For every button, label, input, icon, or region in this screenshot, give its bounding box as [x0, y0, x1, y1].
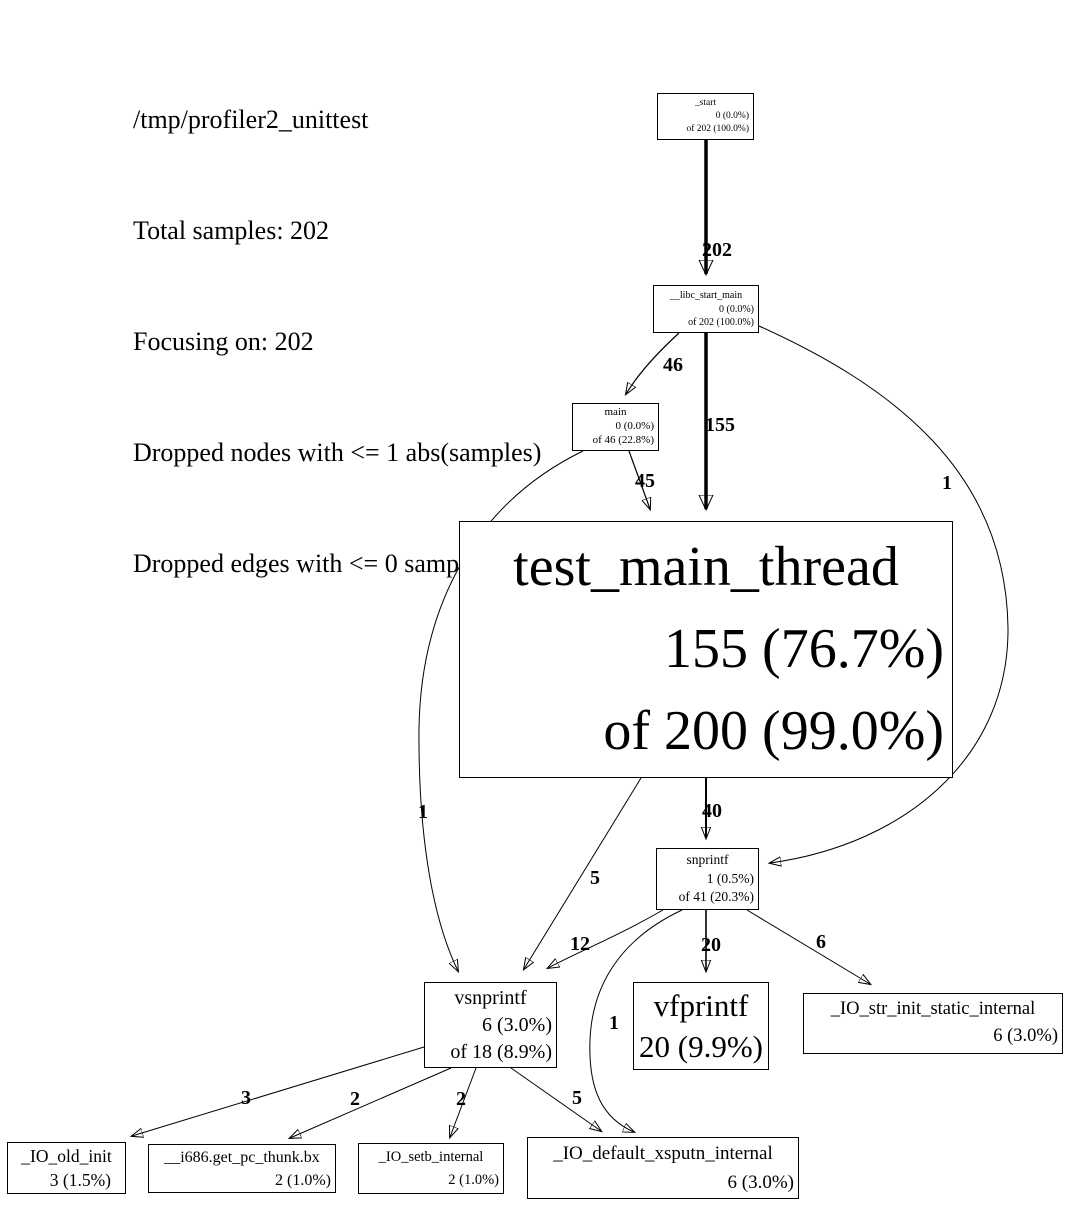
node-snprintf: snprintf 1 (0.5%) of 41 (20.3%) — [656, 848, 759, 910]
node-name: main — [604, 406, 627, 418]
node-self-samples: 6 (3.0%) — [993, 1026, 1058, 1046]
edge-vsnprintf-to-xsputn — [510, 1067, 601, 1131]
node-self-samples: 6 (3.0%) — [482, 1014, 552, 1036]
node-total-samples: of 202 (100.0%) — [688, 317, 754, 328]
edge-label-start-to-libc: 202 — [702, 239, 732, 261]
edge-label-snprintf-to-vsnprintf: 12 — [570, 933, 590, 955]
edge-test-to-vsnprintf — [524, 777, 642, 969]
node-name: _IO_default_xsputn_internal — [553, 1143, 773, 1164]
edge-label-snprintf-to-xsputn: 1 — [609, 1012, 619, 1034]
node-name: vsnprintf — [454, 987, 527, 1009]
node-name: test_main_thread — [513, 536, 899, 598]
edge-label-vsnprintf-to-ioold: 3 — [241, 1087, 251, 1109]
edge-vsnprintf-to-iosetb — [450, 1067, 477, 1137]
node-name: snprintf — [686, 852, 729, 867]
edge-label-libc-to-snprintf: 1 — [942, 472, 952, 494]
edge-snprintf-to-xsputn — [589, 909, 683, 1132]
node-libc-start-main: __libc_start_main 0 (0.0%) of 202 (100.0… — [653, 285, 759, 333]
header-binary-path: /tmp/profiler2_unittest — [133, 105, 369, 134]
edge-snprintf-to-iostr — [746, 909, 870, 984]
edge-label-main-to-test: 45 — [635, 470, 655, 492]
edge-label-libc-to-test: 155 — [705, 414, 735, 436]
edge-label-main-to-vsnprintf: 1 — [418, 801, 428, 823]
header-total-samples: Total samples: 202 — [133, 216, 330, 245]
edge-libc-to-snprintf — [758, 325, 1009, 863]
node-total-samples: of 202 (100.0%) — [686, 124, 749, 134]
edge-vsnprintf-to-ioold — [132, 1046, 425, 1136]
node-self-samples: 2 (1.0%) — [275, 1172, 331, 1189]
edge-label-vsnprintf-to-xsputn: 5 — [572, 1087, 582, 1109]
edge-label-vsnprintf-to-iosetb: 2 — [456, 1088, 466, 1110]
edge-label-test-to-snprintf: 40 — [702, 800, 722, 822]
edge-snprintf-to-vsnprintf — [548, 909, 664, 968]
header-dropped-nodes: Dropped nodes with <= 1 abs(samples) — [133, 438, 542, 467]
node-name: _IO_old_init — [21, 1146, 112, 1166]
node-name: _start — [694, 98, 717, 108]
node-self-samples: 1 (0.5%) — [706, 870, 754, 886]
node-io-old-init: _IO_old_init 3 (1.5%) — [7, 1142, 126, 1194]
node-self-samples: 0 (0.0%) — [719, 303, 754, 315]
edge-label-vsnprintf-to-i686: 2 — [350, 1088, 360, 1110]
header-focusing-on: Focusing on: 202 — [133, 327, 314, 356]
node-self-samples: 155 (76.7%) — [664, 618, 944, 680]
node-start: _start 0 (0.0%) of 202 (100.0%) — [657, 93, 754, 140]
edge-label-test-to-vsnprintf: 5 — [590, 867, 600, 889]
node-i686-get-pc-thunk-bx: __i686.get_pc_thunk.bx 2 (1.0%) — [148, 1144, 336, 1193]
edge-libc-to-main — [626, 332, 680, 394]
node-total-samples: of 46 (22.8%) — [592, 433, 654, 446]
edge-vsnprintf-to-i686 — [290, 1067, 452, 1138]
node-io-setb-internal: _IO_setb_internal 2 (1.0%) — [358, 1143, 504, 1194]
edge-label-libc-to-main: 46 — [663, 354, 683, 376]
edge-main-to-vsnprintf — [418, 450, 584, 971]
edge-label-snprintf-to-iostr: 6 — [816, 931, 826, 953]
node-total-samples: of 41 (20.3%) — [678, 889, 754, 904]
node-test-main-thread: test_main_thread 155 (76.7%) of 200 (99.… — [459, 521, 953, 778]
node-vfprintf: vfprintf 20 (9.9%) — [633, 982, 769, 1070]
node-self-samples: 6 (3.0%) — [727, 1172, 794, 1193]
node-self-samples: 2 (1.0%) — [448, 1172, 499, 1188]
edge-main-to-test — [628, 450, 650, 509]
node-name: _IO_str_init_static_internal — [830, 999, 1036, 1019]
node-io-default-xsputn-internal: _IO_default_xsputn_internal 6 (3.0%) — [527, 1137, 799, 1199]
node-total-samples: of 18 (8.9%) — [450, 1041, 552, 1063]
node-name: vfprintf — [653, 988, 749, 1023]
node-self-samples: 0 (0.0%) — [615, 419, 655, 432]
node-name: __libc_start_main — [669, 290, 743, 301]
node-self-samples: 0 (0.0%) — [715, 111, 749, 121]
node-self-samples: 3 (1.5%) — [49, 1170, 111, 1190]
node-name: _IO_setb_internal — [378, 1149, 484, 1165]
node-vsnprintf: vsnprintf 6 (3.0%) of 18 (8.9%) — [424, 982, 557, 1068]
node-io-str-init-static-internal: _IO_str_init_static_internal 6 (3.0%) — [803, 993, 1063, 1054]
node-name: __i686.get_pc_thunk.bx — [164, 1149, 320, 1166]
node-total-samples: of 200 (99.0%) — [603, 700, 944, 762]
node-self-samples: 20 (9.9%) — [639, 1029, 763, 1064]
edge-label-snprintf-to-vfprintf: 20 — [701, 934, 721, 956]
node-main: main 0 (0.0%) of 46 (22.8%) — [572, 403, 659, 451]
